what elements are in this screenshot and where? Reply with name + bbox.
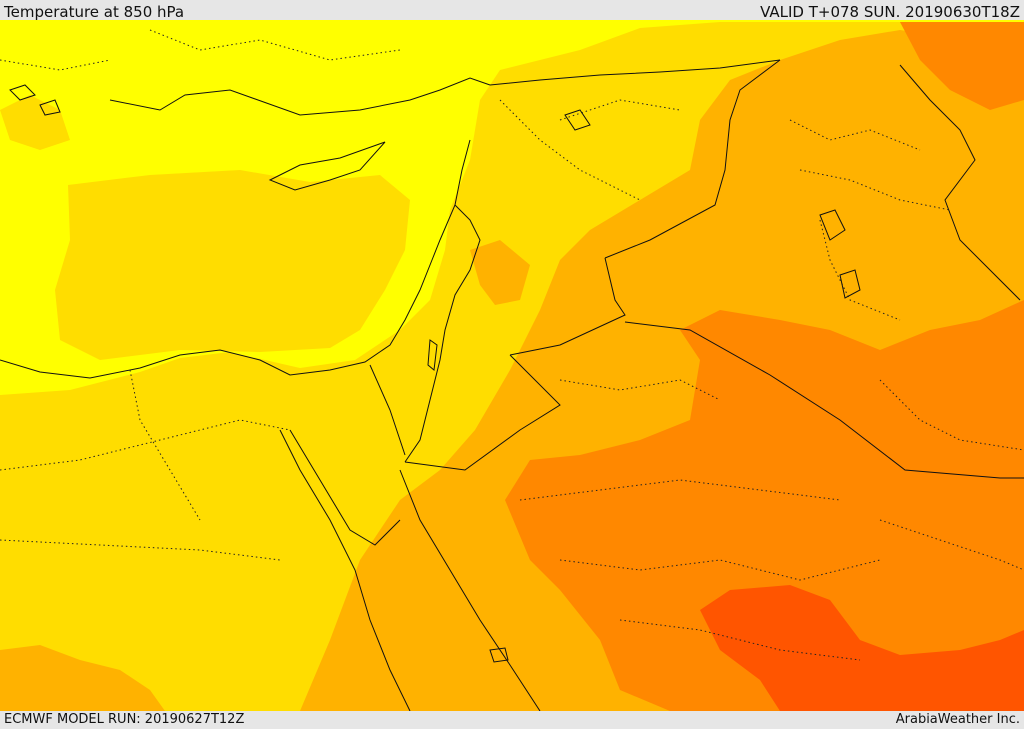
aegean-islands: [9, 84, 61, 116]
border-jordan-saudi: [404, 354, 561, 471]
temp-band-2-sea-blob: [55, 170, 410, 360]
dead-sea: [427, 339, 438, 371]
lake-assad: [564, 109, 591, 131]
lake-tharthar: [819, 209, 846, 241]
coastline-red-sea-east: [399, 469, 541, 711]
border-turkey-syria: [489, 59, 781, 86]
water-features: [9, 84, 861, 663]
temp-band-2-west-blob: [0, 95, 70, 150]
temp-band-4-northeast: [900, 22, 1024, 110]
border-egypt-israel: [369, 364, 406, 456]
border-iraq-iran: [899, 64, 1021, 301]
coastline-gulf-suez: [289, 429, 401, 546]
border-saudi-iraq: [624, 321, 1024, 479]
coastline-cyprus: [268, 141, 386, 191]
credit-text: ArabiaWeather Inc.: [895, 712, 1020, 727]
valid-time: VALID T+078 SUN. 20190630T18Z: [760, 3, 1020, 21]
header-bar: Temperature at 850 hPa VALID T+078 SUN. …: [0, 0, 1024, 21]
map-title: Temperature at 850 hPa: [4, 3, 185, 21]
temp-band-3-jordan: [470, 240, 530, 305]
footer-bar: ECMWF MODEL RUN: 20190627T12Z ArabiaWeat…: [0, 711, 1024, 729]
temperature-map: [0, 20, 1024, 711]
country-borders: [0, 59, 1024, 711]
border-syria-iraq: [604, 59, 781, 259]
temp-band-5: [700, 585, 1024, 711]
temp-band-3-southwest: [0, 645, 165, 711]
map-svg: [0, 20, 1024, 711]
border-jordan-iraq: [509, 257, 626, 356]
border-syria-lebanon-israel: [404, 204, 481, 463]
model-run: ECMWF MODEL RUN: 20190627T12Z: [4, 712, 245, 727]
temp-band-4: [505, 300, 1024, 711]
coastline-red-sea-west: [279, 429, 411, 711]
red-sea-island: [489, 647, 509, 663]
coastline-turkey-south: [109, 77, 491, 116]
lake-habbaniyah: [839, 269, 861, 299]
province-boundaries: [0, 29, 1024, 661]
coastline-mediterranean-south: [0, 139, 471, 379]
